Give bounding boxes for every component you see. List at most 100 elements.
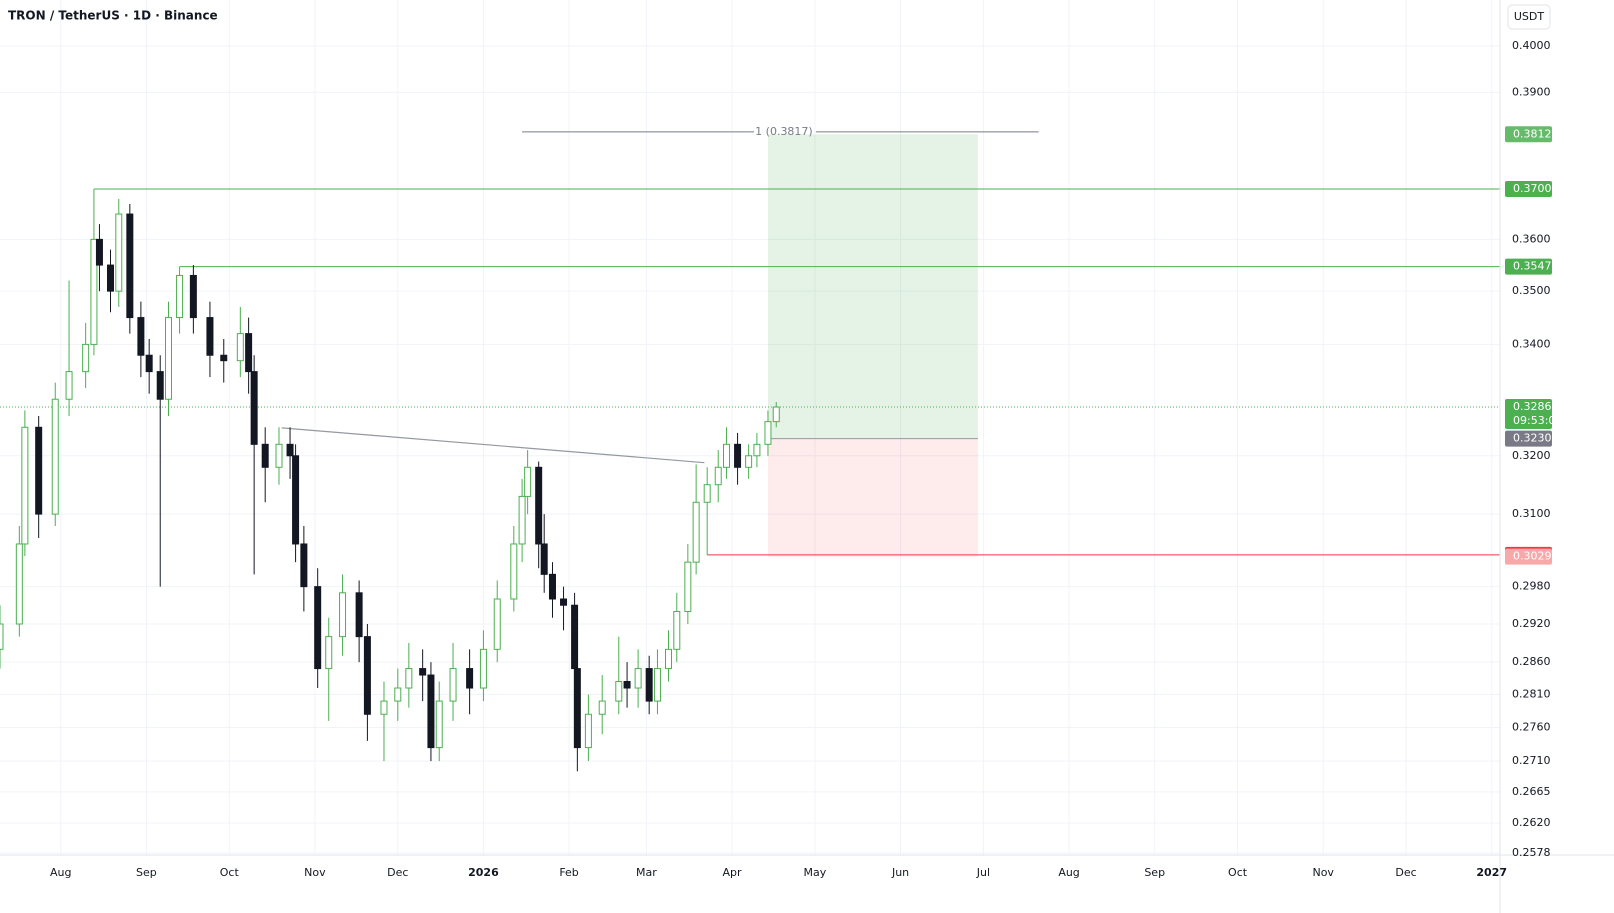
y-tick-label: 0.2980 (1512, 580, 1551, 593)
candle-body (137, 317, 145, 356)
position-target-zone (767, 134, 978, 439)
candle-body (673, 610, 681, 650)
candle-body (692, 501, 700, 563)
candle-body (535, 466, 543, 545)
candle-body (419, 668, 427, 676)
candle-body (261, 443, 269, 468)
x-tick-label: 2027 (1476, 866, 1507, 879)
x-tick-label: Mar (636, 866, 657, 879)
fib-label: 1 (0.3817) (755, 125, 813, 138)
candle-body (0, 623, 4, 650)
candle-body (653, 668, 661, 702)
level-badge-label: 0.3700 (1513, 182, 1552, 195)
x-tick-label: 2026 (468, 866, 499, 879)
candle-body (518, 495, 526, 545)
candle-body (723, 443, 731, 468)
y-tick-label: 0.3100 (1512, 507, 1551, 520)
x-tick-label: Sep (1144, 866, 1165, 879)
candle-body (598, 700, 606, 715)
y-tick-label: 0.4000 (1512, 39, 1551, 52)
candle-body (745, 455, 753, 468)
x-tick-label: Apr (723, 866, 743, 879)
candle-body (275, 443, 283, 468)
candle-body (236, 333, 244, 362)
y-tick-label: 0.2578 (1512, 846, 1551, 859)
candle-body (339, 592, 347, 638)
candle-body (714, 466, 722, 486)
trendline (281, 427, 705, 464)
candle-body (65, 371, 73, 400)
candle-body (314, 586, 322, 670)
plot: 1 (0.3817) (0, 125, 1500, 772)
candle-body (571, 604, 579, 670)
grid (0, 0, 1500, 855)
x-tick-label: Nov (1312, 866, 1334, 879)
y-tick-label: 0.3500 (1512, 284, 1551, 297)
candle-body (35, 426, 43, 515)
candle-body (145, 354, 153, 373)
candle-body (189, 274, 197, 319)
x-tick-label: Jul (976, 866, 990, 879)
candle-body (405, 668, 413, 689)
level-badge (1505, 258, 1552, 275)
candle-body (82, 343, 90, 373)
candle-body (634, 668, 642, 689)
currency-label[interactable]: USDT (1514, 10, 1545, 23)
candle-body (115, 213, 123, 292)
candle-body (300, 543, 308, 588)
candle-body (21, 426, 29, 545)
candle-body (427, 674, 435, 749)
stop-badge-label: 0.3029 (1513, 550, 1552, 563)
y-tick-label: 0.2760 (1512, 721, 1551, 734)
x-tick-label: Aug (1058, 866, 1079, 879)
y-tick-label: 0.2860 (1512, 655, 1551, 668)
candle-body (156, 371, 164, 400)
y-tick-label: 0.2920 (1512, 617, 1551, 630)
candle-body (51, 398, 59, 515)
candle-body (548, 573, 556, 600)
candle-body (665, 648, 673, 670)
candle-body (753, 443, 761, 457)
candle-body (540, 543, 548, 575)
x-tick-label: Dec (1395, 866, 1416, 879)
candle-body (493, 598, 501, 650)
candle-body (560, 598, 568, 606)
countdown-label: 09:53:05 (1513, 414, 1562, 427)
candle-body (584, 713, 592, 749)
candle-body (380, 700, 388, 715)
candle-body (524, 466, 532, 497)
currency-button[interactable] (1507, 4, 1551, 30)
candle-body (510, 543, 518, 600)
x-tick-label: Jun (891, 866, 909, 879)
candle-body (623, 681, 631, 689)
candle-body (325, 636, 333, 670)
candle-body (220, 354, 228, 362)
target-badge (1505, 126, 1552, 143)
candle-body (435, 700, 443, 749)
y-tick-label: 0.3600 (1512, 232, 1551, 245)
candle-body (245, 333, 253, 373)
entry-badge (1505, 430, 1552, 447)
candle-body (645, 668, 653, 702)
candle-body (206, 317, 214, 356)
target-badge-label: 0.3812 (1513, 127, 1552, 140)
candle-body (15, 543, 23, 625)
position-stop-zone (767, 438, 978, 557)
level-badge (1505, 181, 1552, 198)
candle-body (772, 406, 780, 423)
y-tick-label: 0.3400 (1512, 337, 1551, 350)
level-badge-label: 0.3547 (1513, 260, 1552, 273)
y-tick-label: 0.2810 (1512, 688, 1551, 701)
candle-body (573, 668, 581, 749)
x-tick-label: Dec (387, 866, 408, 879)
candle-body (684, 561, 692, 612)
candle-body (292, 455, 300, 545)
x-tick-label: May (804, 866, 827, 879)
candle-body (90, 238, 98, 345)
x-tick-label: Nov (304, 866, 326, 879)
candle-body (250, 371, 258, 445)
x-tick-label: Feb (559, 866, 578, 879)
